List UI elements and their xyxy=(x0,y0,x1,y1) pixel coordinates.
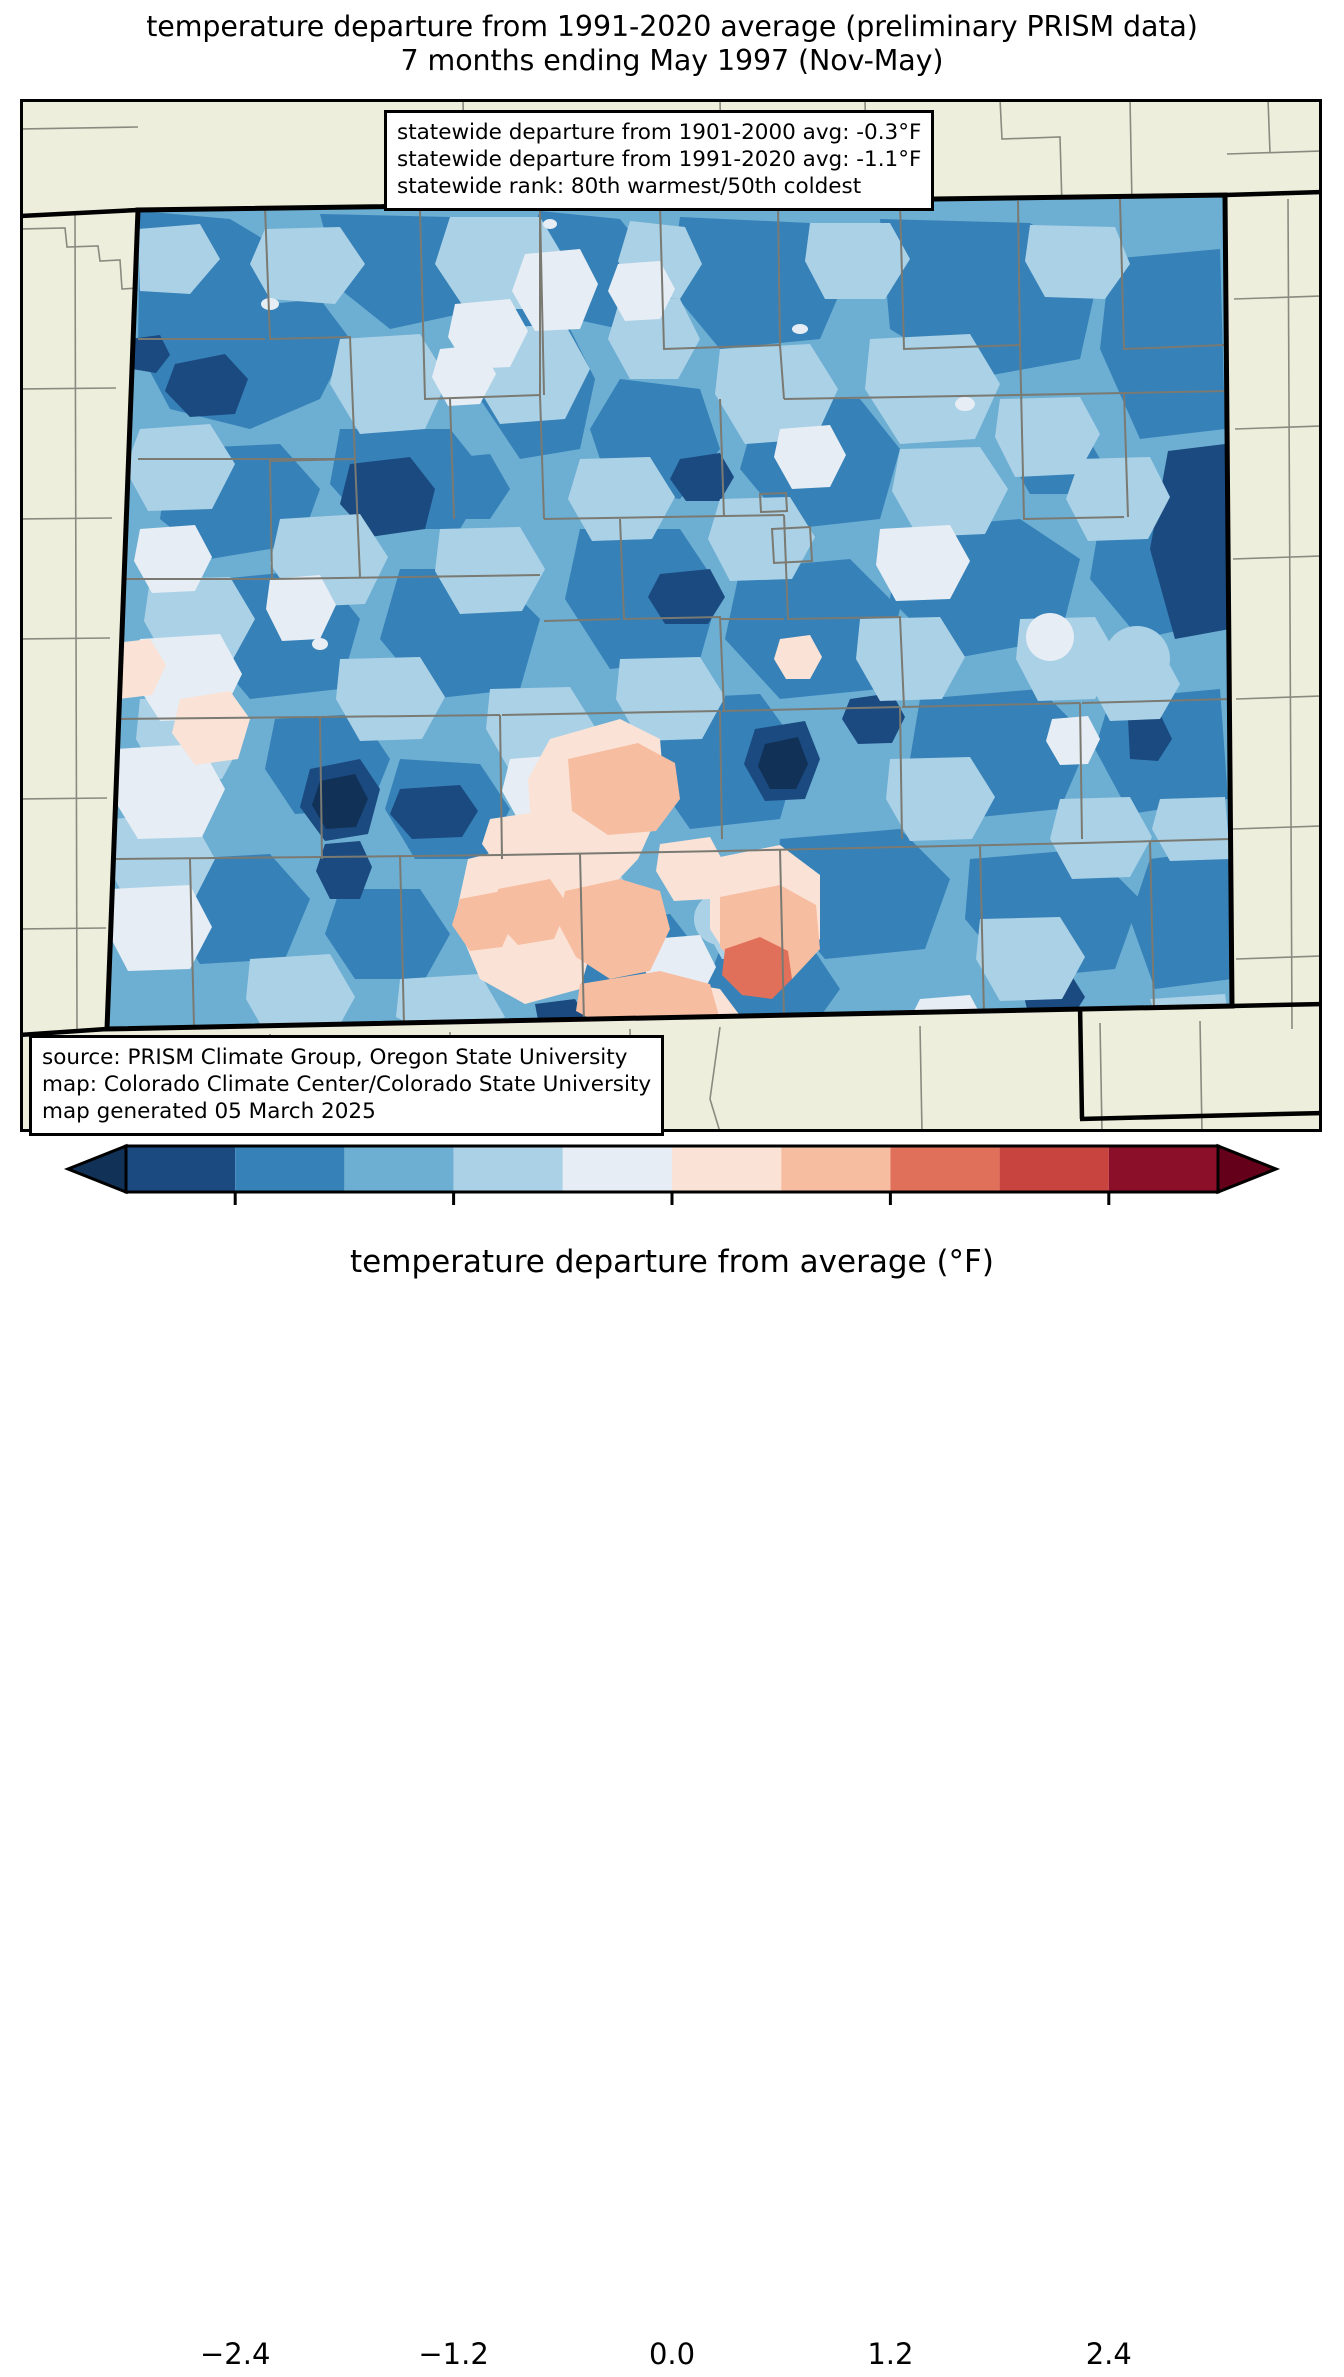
colorado-temperature-anomaly-map xyxy=(23,102,1319,1129)
colorbar-band-2 xyxy=(344,1146,454,1192)
statewide-stats-box: statewide departure from 1901-2000 avg: … xyxy=(384,110,935,212)
stats-line-2: statewide departure from 1991-2020 avg: … xyxy=(397,147,922,173)
source-line-2: map: Colorado Climate Center/Colorado St… xyxy=(42,1072,652,1098)
colorbar-band-8 xyxy=(999,1146,1109,1192)
colorbar-band-5 xyxy=(672,1146,782,1192)
colorbar-under-arrow xyxy=(63,1143,128,1195)
colorbar-band-6 xyxy=(781,1146,891,1192)
colorbar-over-arrow xyxy=(1216,1143,1281,1195)
colorbar-band-9 xyxy=(1108,1146,1218,1192)
colorbar-tick-label-3: 1.2 xyxy=(867,2337,914,2371)
colorbar-tick-labels: −2.4 −1.2 0.0 1.2 2.4 xyxy=(0,2337,1344,2377)
colorbar-tick-label-0: −2.4 xyxy=(199,2337,271,2371)
colorbar-band-0 xyxy=(126,1146,236,1192)
colorbar-bands xyxy=(63,1143,1281,1195)
stats-line-3: statewide rank: 80th warmest/50th coldes… xyxy=(397,174,862,200)
colorbar-ticks xyxy=(233,1192,1111,1205)
anomaly-raster xyxy=(107,195,1232,1029)
title-line-1: temperature departure from 1991-2020 ave… xyxy=(146,10,1198,43)
source-credits-box: source: PRISM Climate Group, Oregon Stat… xyxy=(29,1035,665,1137)
neighbor-state-borders xyxy=(23,189,1319,1122)
colorado-county-lines xyxy=(107,198,1232,1028)
colorbar-axis-label: temperature departure from average (°F) xyxy=(350,1244,994,1280)
colorbar-band-7 xyxy=(890,1146,1000,1192)
colorbar-band-3 xyxy=(453,1146,563,1192)
map-frame xyxy=(20,99,1322,1132)
colorbar-band-1 xyxy=(235,1146,345,1192)
source-line-1: source: PRISM Climate Group, Oregon Stat… xyxy=(42,1045,628,1070)
colorbar-tick-label-1: −1.2 xyxy=(418,2337,489,2371)
colorbar-svg xyxy=(63,1143,1281,1205)
colorbar-band-4 xyxy=(562,1146,672,1192)
stats-line-1: statewide departure from 1901-2000 avg: … xyxy=(397,120,922,145)
source-line-3: map generated 05 March 2025 xyxy=(42,1099,376,1125)
colorbar-tick-label-2: 0.0 xyxy=(648,2337,696,2371)
chart-title: temperature departure from 1991-2020 ave… xyxy=(0,10,1344,78)
title-line-2: 7 months ending May 1997 (Nov-May) xyxy=(400,44,944,78)
colorbar-tick-label-4: 2.4 xyxy=(1085,2337,1132,2371)
